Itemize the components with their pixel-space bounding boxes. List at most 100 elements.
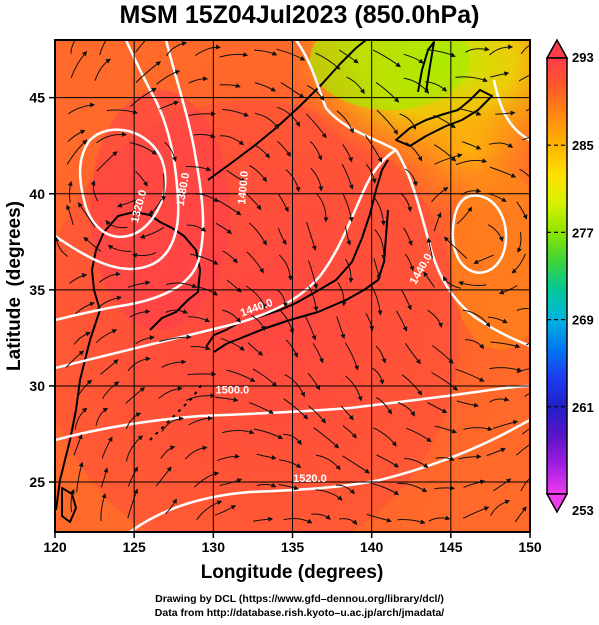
streamline [188,76,209,84]
streamline [455,76,488,83]
streamline [486,447,506,457]
streamline [283,433,302,446]
streamline [488,142,513,149]
streamline [135,170,148,187]
x-tick-label: 125 [122,539,146,555]
y-axis: 25 30 35 40 45 [29,90,55,490]
chart-title: MSM 15Z04Jul2023 (850.0hPa) [119,1,480,29]
streamline [397,519,426,525]
colorbar-label: 277 [572,225,594,240]
streamline [194,44,221,56]
contour-ne [492,79,530,142]
streamline [283,398,309,420]
streamline [525,108,530,112]
streamline [222,309,241,323]
streamline [433,212,442,232]
streamline [525,342,530,346]
contour-1320-ring [78,128,167,238]
streamline [397,482,428,492]
streamline [215,396,239,403]
streamline [77,202,96,228]
streamline [376,397,392,415]
streamline [305,316,317,341]
russia-coastline [207,40,367,181]
streamline [524,392,530,397]
streamline [68,102,95,115]
streamline [247,342,264,356]
streamline [220,337,245,351]
streamline [226,279,242,293]
streamline [375,81,400,103]
streamline [342,455,370,474]
streamline [336,110,354,134]
streamline [249,402,274,414]
contour-1440-west [55,148,397,370]
streamline [276,106,301,127]
streamline [490,71,510,78]
streamline [90,180,99,202]
streamline [400,289,412,311]
streamline [305,113,327,139]
credits: Drawing by DCL (https://www.gfd–dennou.o… [0,592,599,620]
streamline [73,331,91,345]
streamline [158,386,183,399]
streamline [313,427,340,449]
streamline [423,271,436,288]
streamline [489,396,510,403]
streamline [252,368,278,387]
streamline [336,316,346,340]
streamline [345,258,354,283]
streamline [517,231,522,253]
streamline [306,84,325,101]
streamline [135,40,147,53]
streamline [185,166,212,172]
y-tick-label: 25 [29,474,45,490]
streamline [127,466,139,487]
contour-1500 [55,384,530,442]
streamline [277,140,291,157]
streamline [344,342,359,371]
streamline [100,492,107,522]
streamline [245,285,267,310]
x-tick-label: 120 [43,539,67,555]
streamline [68,273,88,284]
streamline [433,114,456,129]
streamline [373,196,386,226]
streamline [95,329,118,344]
streamline [98,271,121,283]
streamline [308,285,319,312]
streamline [161,173,167,202]
streamline [495,110,516,116]
streamline [493,478,512,492]
colorbar-label: 293 [572,50,594,65]
streamline [516,201,528,220]
streamline [515,443,530,456]
streamline [315,489,343,501]
streamline [96,151,118,172]
streamline [279,459,302,469]
streamline [278,484,299,491]
contour-1400 [55,40,205,322]
streamline [342,193,354,223]
streamline [340,405,354,421]
streamline [194,471,220,488]
x-axis-label: Longitude (degrees) [201,562,384,583]
streamline [511,253,526,274]
streamline [455,368,485,382]
streamline [276,48,306,61]
colorbar-bottom-arrow [545,493,569,514]
streamline [344,375,363,402]
streamline [315,454,341,471]
streamline [342,425,357,439]
streamline [216,453,240,462]
streamline [462,141,482,150]
streamline [70,50,88,78]
streamline [100,467,109,488]
streamline [372,49,401,68]
streamline [70,40,80,54]
streamline [193,133,216,139]
y-tick-label: 45 [29,90,45,106]
streamline [188,415,213,426]
streamline [307,405,327,424]
streamline [75,301,95,315]
